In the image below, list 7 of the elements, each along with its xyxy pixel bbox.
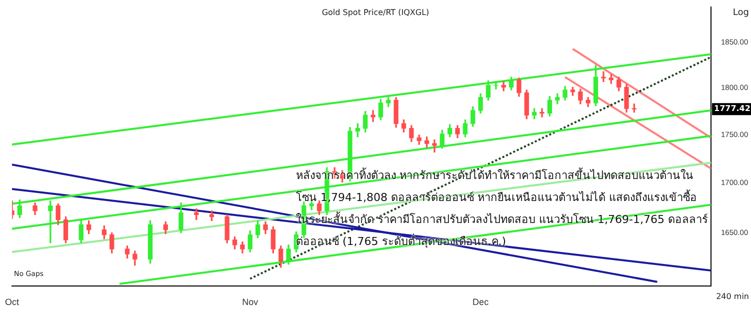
chart-title: Gold Spot Price/RT (IQXGL)	[322, 8, 430, 17]
x-tick-label: Oct	[4, 296, 20, 307]
text: Log	[732, 8, 749, 18]
text: 1777.42	[714, 104, 750, 114]
x-tick-label: Dec	[472, 296, 490, 307]
text: 240 min	[716, 292, 749, 301]
x-tick-label: Nov	[242, 296, 259, 307]
